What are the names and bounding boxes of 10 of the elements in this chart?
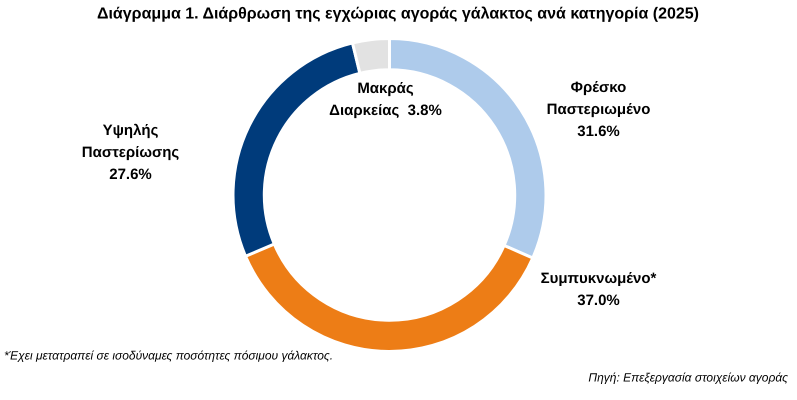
chart-title: Διάγραμμα 1. Διάρθρωση της εγχώριας αγοράς γάλακτος ανά κατηγορία (2025) <box>96 5 700 22</box>
slice-label: Φρέσκο Παστεριωμένο <box>546 79 650 118</box>
data-label: 31.6% <box>577 123 620 140</box>
data-label: 37.0% <box>577 292 620 310</box>
slice-label: Συμπυκνωμένο* <box>540 270 657 288</box>
data-label: 27.6% <box>109 166 152 184</box>
text: Πηγή: Επεξεργασία στοιχείων αγοράς <box>588 370 788 384</box>
slice-label: Υψηλής Παστερίωσης <box>82 122 180 162</box>
text: *Έχει μετατραπεί σε ισοδύναμες ποσότητες πόσιμου γάλακτος. <box>4 348 334 362</box>
slice-label: Μακράς Διαρκείας 3.8% <box>329 80 442 120</box>
